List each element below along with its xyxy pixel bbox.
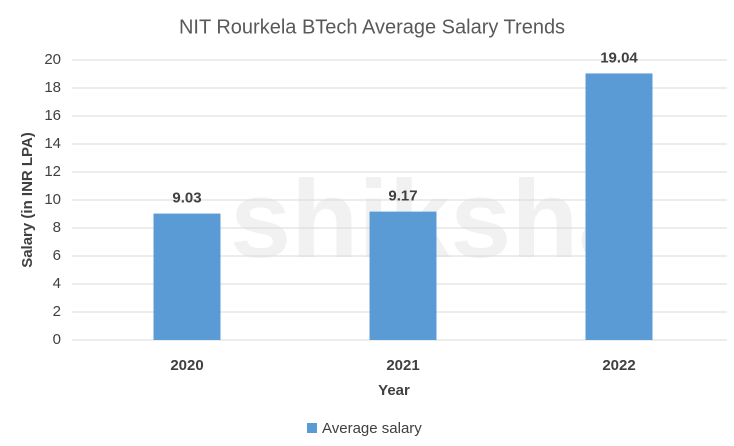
legend-label: Average salary <box>322 420 422 437</box>
y-tick-label: 18 <box>44 79 61 96</box>
bar <box>153 213 221 340</box>
data-label: 9.17 <box>388 188 417 205</box>
y-tick-label: 16 <box>44 107 61 124</box>
y-tick-label: 10 <box>44 191 61 208</box>
y-tick-label: 4 <box>53 275 61 292</box>
y-tick-label: 12 <box>44 163 61 180</box>
y-tick-label: 14 <box>44 135 61 152</box>
legend-swatch <box>307 423 317 433</box>
chart-title: NIT Rourkela BTech Average Salary Trends <box>179 16 565 38</box>
y-tick-label: 20 <box>44 51 61 68</box>
y-tick-label: 8 <box>53 219 61 236</box>
x-tick-label: 2020 <box>170 357 203 374</box>
x-tick-label: 2022 <box>602 357 635 374</box>
y-tick-label: 0 <box>53 331 61 348</box>
data-label: 19.04 <box>600 49 638 66</box>
y-tick-label: 2 <box>53 303 61 320</box>
x-tick-label: 2021 <box>386 357 419 374</box>
y-axis-label: Salary (in INR LPA) <box>19 132 36 268</box>
x-axis-label: Year <box>378 382 410 399</box>
bar <box>585 73 653 340</box>
y-tick-label: 6 <box>53 247 61 264</box>
bar <box>369 211 437 340</box>
data-label: 9.03 <box>172 190 201 207</box>
